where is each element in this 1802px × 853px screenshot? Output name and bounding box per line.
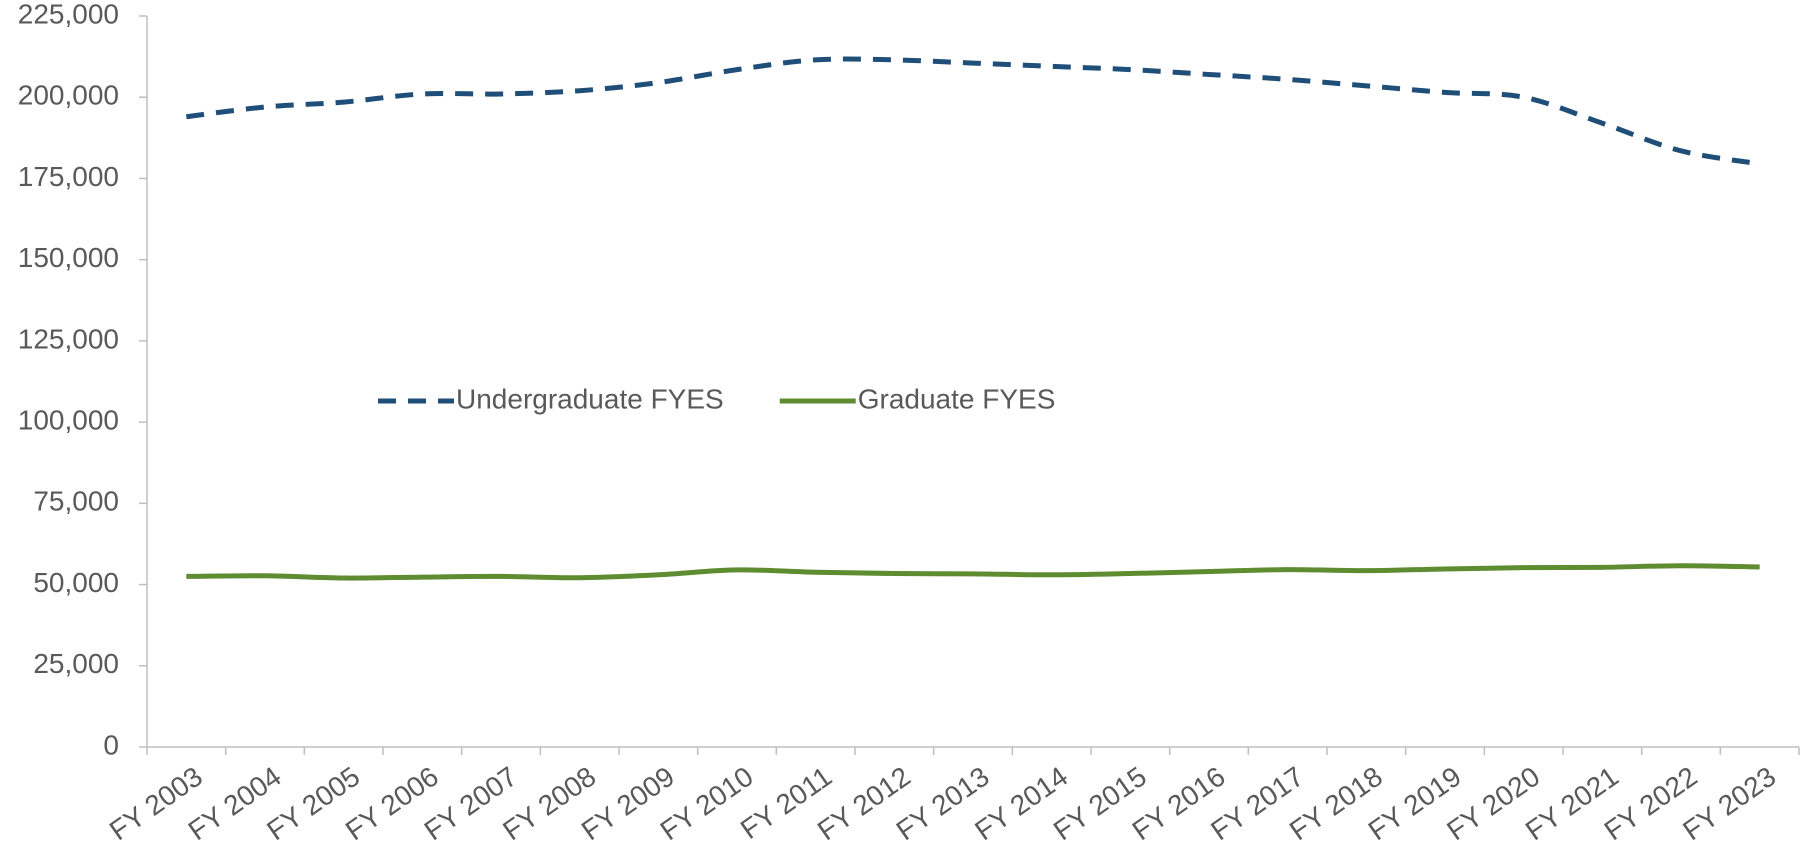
y-tick-label: 25,000 (33, 648, 119, 679)
y-tick-label: 200,000 (18, 80, 119, 111)
y-tick-label: 100,000 (18, 405, 119, 436)
legend-label: Graduate FYES (858, 383, 1056, 414)
y-tick-label: 225,000 (18, 0, 119, 29)
y-tick-label: 0 (103, 729, 119, 760)
y-tick-label: 125,000 (18, 323, 119, 354)
y-tick-label: 175,000 (18, 161, 119, 192)
y-tick-label: 150,000 (18, 242, 119, 273)
y-tick-label: 75,000 (33, 486, 119, 517)
y-tick-label: 50,000 (33, 567, 119, 598)
legend-label: Undergraduate FYES (456, 383, 724, 414)
line-series (186, 56, 1761, 167)
line-series (186, 563, 1760, 581)
